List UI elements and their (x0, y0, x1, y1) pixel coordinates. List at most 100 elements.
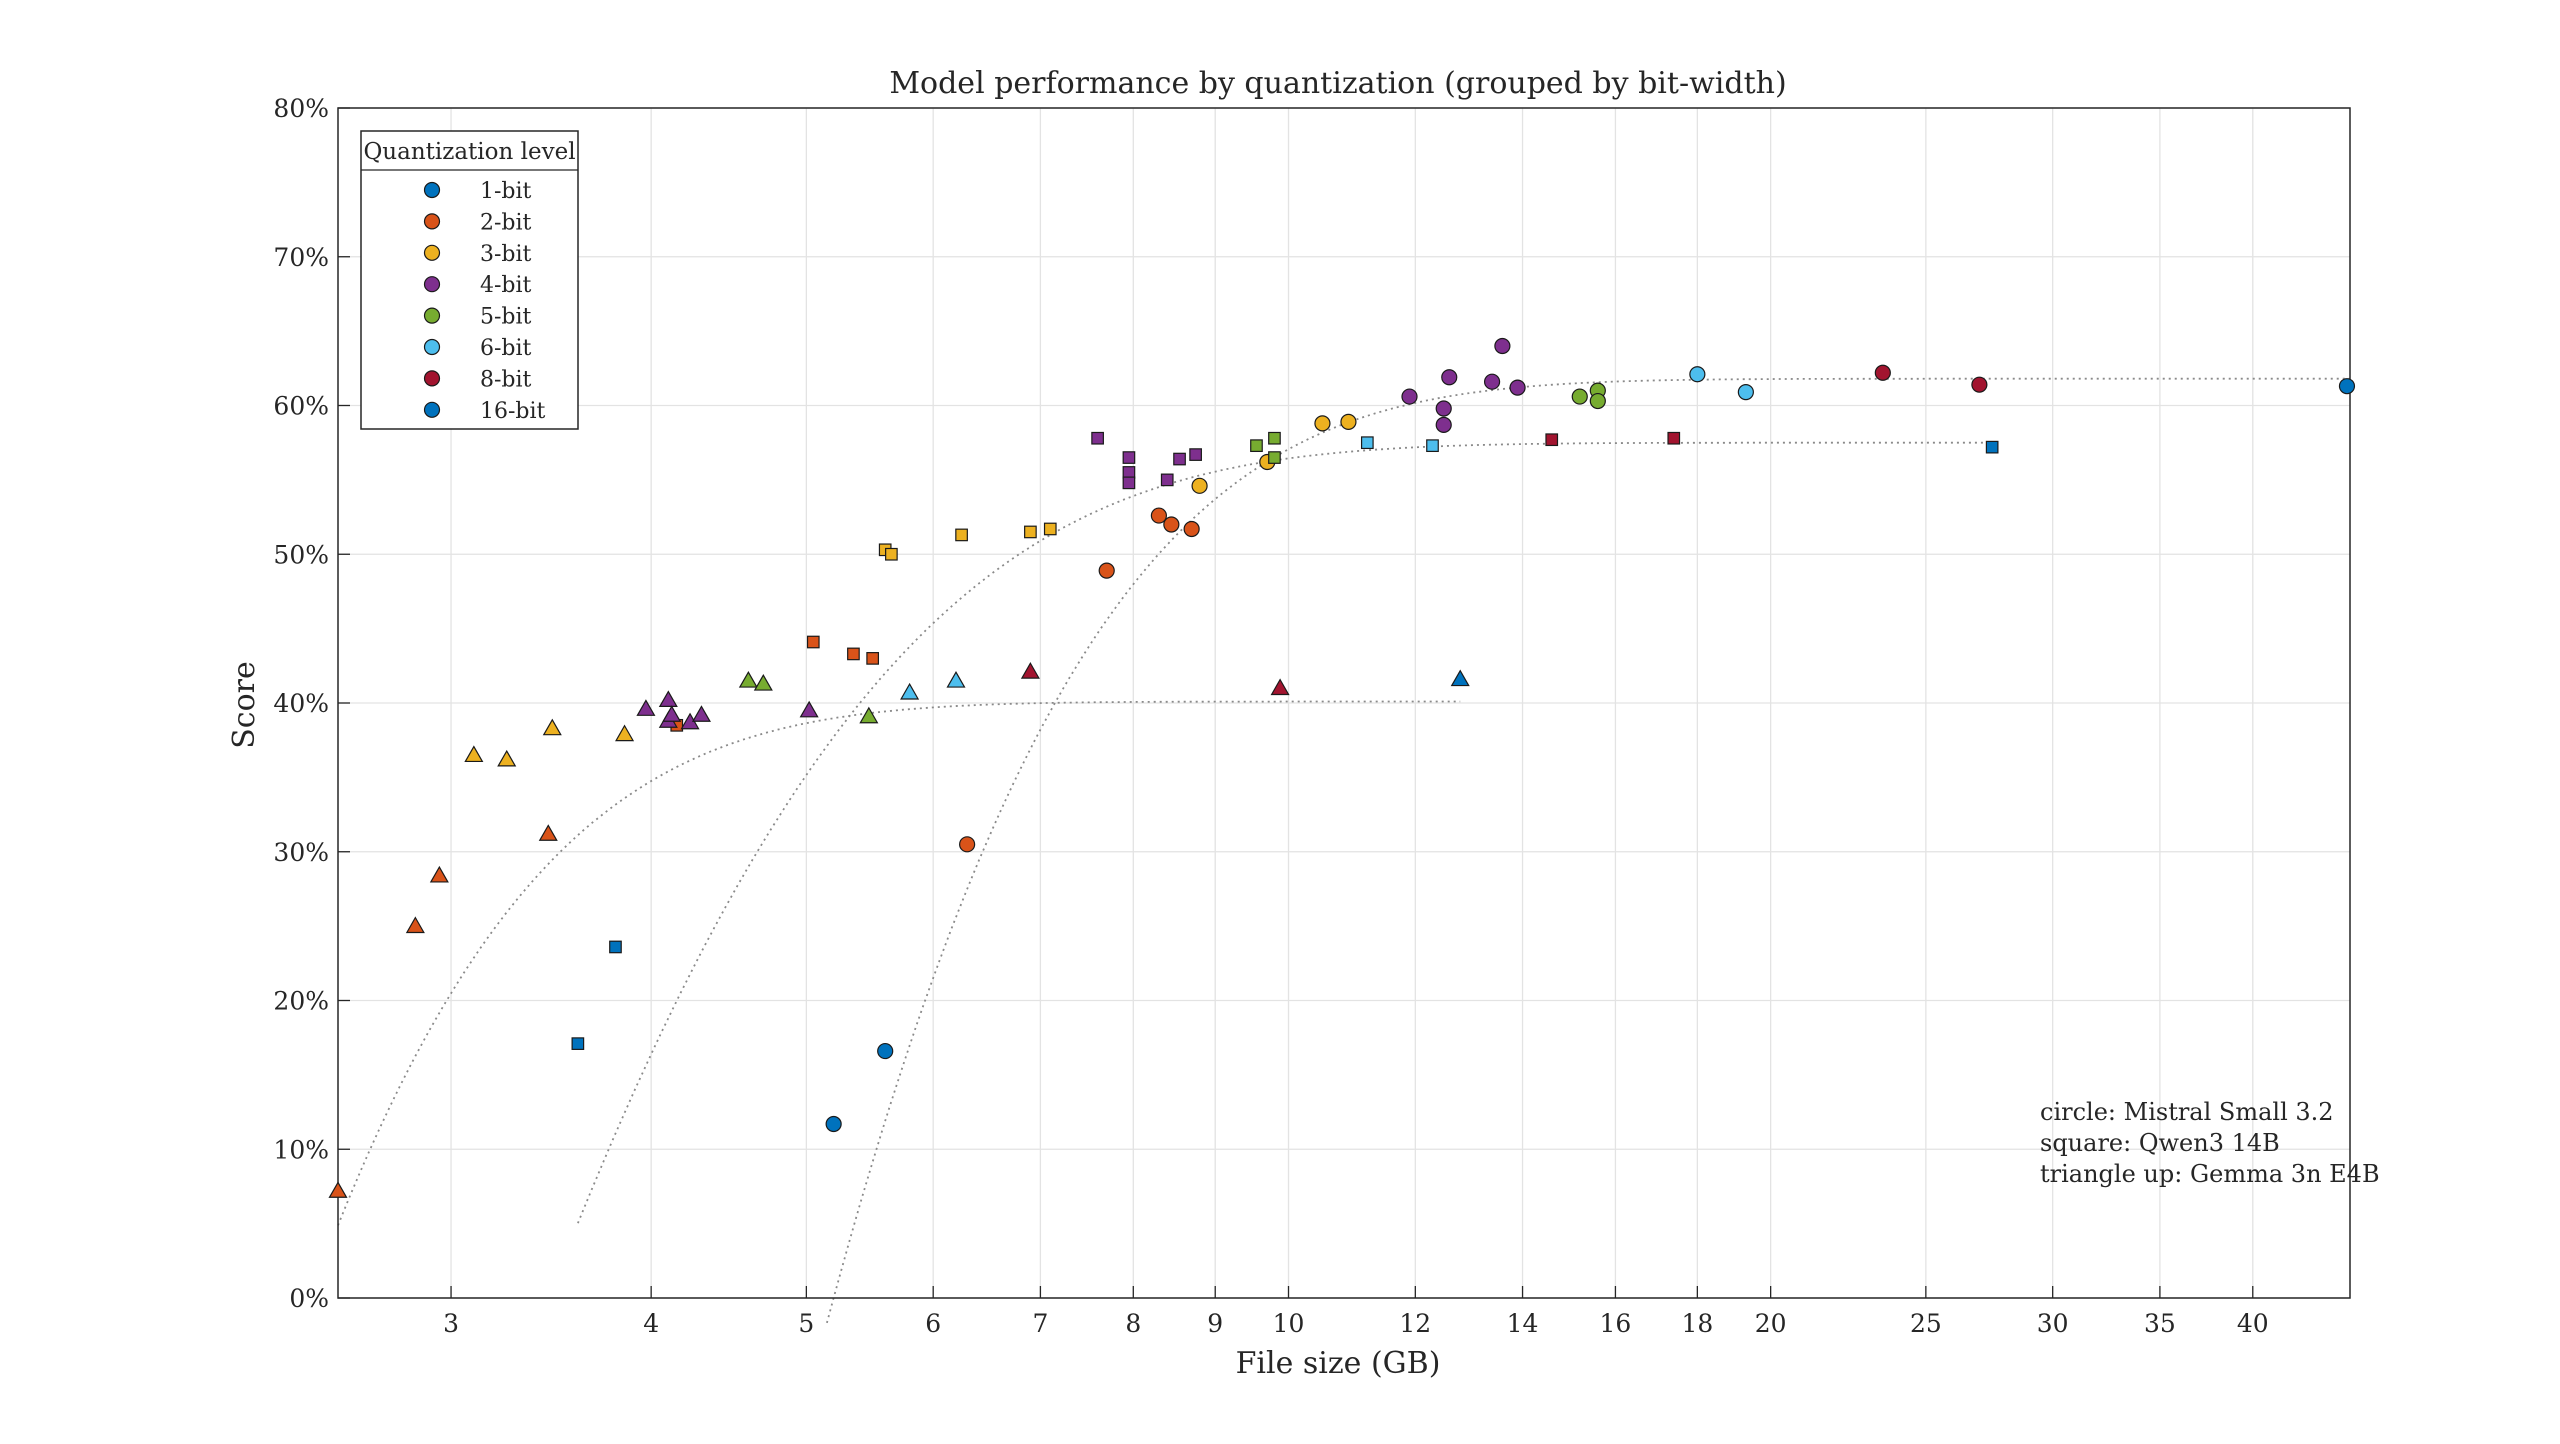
data-point-square-5-bit (1268, 451, 1281, 464)
data-point-square-2-bit (866, 652, 880, 665)
annotation-line-square: square: Qwen3 14B (2040, 1129, 2280, 1157)
x-tick-label: 40 (2237, 1309, 2269, 1338)
data-point-circle-2-bit (1098, 562, 1115, 579)
data-point-circle-2-bit (1183, 520, 1200, 538)
data-point-circle-4-bit (1401, 388, 1418, 405)
x-tick-label: 4 (643, 1309, 659, 1338)
data-point-circle-2-bit (959, 836, 976, 853)
data-point-triangle-2-bit (405, 916, 425, 934)
data-point-square-1-bit (571, 1037, 585, 1050)
y-tick-label: 20% (273, 987, 329, 1016)
data-point-circle-4-bit (1435, 416, 1452, 433)
data-point-triangle-5-bit (753, 673, 773, 691)
data-point-triangle-4-bit (658, 690, 678, 708)
trend-line-triangle-up (337, 700, 1461, 1226)
x-tick-label: 16 (1600, 1309, 1632, 1338)
data-point-circle-16-bit (2338, 378, 2356, 395)
x-tick-label: 18 (1681, 1309, 1713, 1338)
data-point-square-3-bit (1043, 522, 1057, 536)
data-point-triangle-3-bit (542, 718, 562, 736)
legend-label-2-bit: 2-bit (480, 210, 532, 235)
data-point-square-4-bit (1122, 476, 1136, 490)
y-tick-label: 60% (273, 392, 329, 421)
data-point-circle-5-bit (1589, 392, 1606, 410)
data-point-square-5-bit (1250, 439, 1263, 453)
data-point-square-1-bit (609, 940, 622, 954)
legend-label-1-bit: 1-bit (480, 179, 532, 204)
data-point-triangle-6-bit (900, 682, 920, 700)
data-point-circle-8-bit (1971, 376, 1988, 393)
trend-line-circle (826, 377, 2350, 1324)
data-point-circle-4-bit (1494, 337, 1511, 355)
legend-label-8-bit: 8-bit (480, 367, 532, 392)
x-tick-label: 7 (1032, 1309, 1048, 1338)
data-point-square-6-bit (1360, 436, 1374, 450)
y-tick-label: 50% (273, 540, 329, 569)
x-tick-label: 6 (925, 1309, 941, 1338)
x-tick-label: 12 (1399, 1309, 1431, 1338)
data-point-circle-1-bit (877, 1042, 894, 1060)
data-point-triangle-2-bit (538, 824, 558, 841)
data-point-triangle-2-bit (328, 1181, 348, 1198)
data-point-triangle-8-bit (1020, 662, 1040, 679)
legend-title: Quantization level (363, 139, 575, 165)
legend-label-16-bit: 16-bit (480, 399, 546, 424)
y-tick-label: 0% (289, 1284, 329, 1313)
data-point-square-4-bit (1189, 448, 1202, 461)
data-point-triangle-4-bit (662, 705, 682, 722)
y-tick-label: 30% (273, 838, 329, 867)
data-point-square-8-bit (1545, 433, 1559, 447)
x-tick-label: 14 (1507, 1309, 1539, 1338)
data-point-circle-4-bit (1483, 373, 1501, 390)
legend-marker-5-bit (423, 307, 441, 324)
data-point-square-4-bit (1091, 431, 1104, 445)
legend-marker-6-bit (423, 338, 441, 356)
trend-lines (337, 377, 2350, 1324)
legend-label-3-bit: 3-bit (480, 242, 532, 267)
annotation-line-triangle: triangle up: Gemma 3n E4B (2040, 1160, 2380, 1188)
legend-box (360, 130, 579, 430)
y-axis-label: Score (227, 661, 262, 749)
x-tick-label: 35 (2144, 1309, 2176, 1338)
data-point-triangle-6-bit (946, 670, 966, 688)
x-tick-label: 30 (2037, 1309, 2069, 1338)
legend-marker-2-bit (423, 213, 441, 230)
legend-marker-1-bit (423, 181, 441, 199)
legend-marker-8-bit (423, 370, 441, 387)
data-point-square-2-bit (806, 635, 820, 649)
data-point-triangle-3-bit (464, 745, 484, 763)
data-point-circle-2-bit (1150, 507, 1167, 524)
marker-key-annotation: circle: Mistral Small 3.2 square: Qwen3 … (2040, 1098, 2380, 1188)
data-point-triangle-4-bit (799, 700, 819, 718)
data-point-square-3-bit (885, 547, 898, 561)
data-point-square-3-bit (955, 528, 968, 542)
data-points (328, 337, 2356, 1198)
data-point-square-4-bit (1173, 452, 1186, 466)
data-point-triangle-4-bit (691, 705, 711, 722)
legend-entries: 1-bit 2-bit 3-bit 4-bit 5-bit 6-bit 8-bit 16-bi… (423, 179, 546, 424)
data-point-circle-8-bit (1874, 364, 1891, 381)
data-point-circle-6-bit (1737, 384, 1754, 401)
legend-label-6-bit: 6-bit (480, 336, 532, 361)
data-point-triangle-16-bit (1450, 669, 1470, 687)
data-point-circle-5-bit (1571, 388, 1588, 405)
data-point-square-2-bit (847, 647, 860, 661)
data-point-circle-3-bit (1340, 413, 1357, 430)
x-axis-label: File size (GB) (1236, 1346, 1441, 1381)
legend-marker-16-bit (423, 401, 441, 418)
data-point-triangle-3-bit (615, 724, 635, 742)
data-point-circle-6-bit (1689, 366, 1706, 383)
data-point-square-4-bit (1122, 451, 1136, 464)
data-point-circle-4-bit (1509, 379, 1526, 396)
y-tick-label: 40% (273, 689, 329, 718)
trend-line-square (577, 441, 1993, 1224)
x-tick-label: 3 (443, 1309, 459, 1338)
data-point-square-5-bit (1268, 431, 1281, 445)
data-point-triangle-3-bit (497, 749, 517, 767)
data-point-triangle-5-bit (859, 706, 879, 724)
data-point-square-6-bit (1426, 439, 1439, 453)
data-point-circle-4-bit (1435, 400, 1452, 417)
data-point-square-3-bit (1024, 525, 1037, 539)
data-point-square-4-bit (1122, 466, 1136, 479)
